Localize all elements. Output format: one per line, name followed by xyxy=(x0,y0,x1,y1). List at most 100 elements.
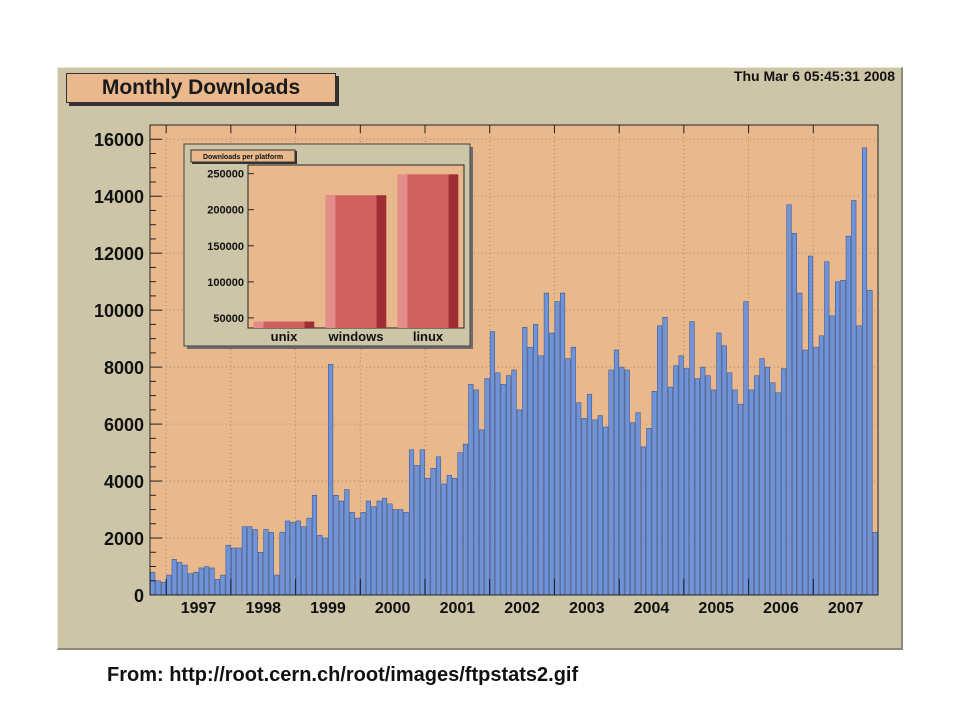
bar xyxy=(214,579,220,596)
bar xyxy=(268,532,274,596)
bar xyxy=(209,567,215,596)
bar xyxy=(231,547,237,596)
inset-x-tick-label: windows xyxy=(328,329,384,344)
bar xyxy=(355,517,361,596)
bar xyxy=(608,369,614,596)
inset-bar xyxy=(325,195,387,328)
bar xyxy=(495,372,501,596)
chart-title: Monthly Downloads xyxy=(66,73,336,103)
y-tick-label: 8000 xyxy=(104,358,144,378)
bar xyxy=(705,375,711,596)
bar xyxy=(764,366,770,596)
bar xyxy=(446,475,452,596)
bar xyxy=(802,349,808,596)
bar xyxy=(274,574,280,596)
bar xyxy=(258,552,264,596)
bar xyxy=(252,529,258,596)
bar xyxy=(425,477,431,596)
bar xyxy=(187,573,193,596)
inset-bar-shade xyxy=(304,321,315,328)
bar xyxy=(576,402,582,596)
bar xyxy=(543,292,549,596)
y-tick-label: 2000 xyxy=(104,529,144,549)
bar xyxy=(241,526,247,596)
bar xyxy=(414,465,420,596)
y-tick-label: 10000 xyxy=(94,301,144,321)
bar xyxy=(759,358,765,596)
bar xyxy=(160,581,167,596)
bar xyxy=(818,335,824,596)
bar xyxy=(527,346,533,596)
bar xyxy=(791,232,797,596)
bar xyxy=(624,369,630,596)
bar xyxy=(177,561,183,596)
inset-bar xyxy=(397,174,459,328)
bar xyxy=(344,489,350,596)
bar xyxy=(349,512,355,596)
inset-bar-shade xyxy=(448,174,459,328)
bar xyxy=(150,571,156,596)
bar xyxy=(333,495,339,596)
y-tick-label: 14000 xyxy=(94,187,144,207)
bar xyxy=(522,326,528,596)
bar xyxy=(204,566,210,596)
bar xyxy=(387,503,393,596)
bar xyxy=(651,391,657,596)
bar xyxy=(371,506,377,596)
bar xyxy=(673,365,679,596)
bar xyxy=(613,349,619,596)
bar xyxy=(770,382,776,596)
bar xyxy=(872,532,878,596)
bar xyxy=(559,292,566,596)
bar xyxy=(840,279,846,596)
bar xyxy=(835,281,841,596)
bar xyxy=(403,512,409,596)
bar xyxy=(748,389,754,596)
bar xyxy=(570,346,576,596)
bar xyxy=(279,532,285,596)
bar xyxy=(263,529,269,596)
bar xyxy=(452,477,458,596)
bar xyxy=(382,497,388,596)
bar xyxy=(328,364,334,596)
bar xyxy=(306,517,312,596)
x-tick-label: 1997 xyxy=(181,600,217,617)
bar xyxy=(182,564,188,596)
bar xyxy=(710,389,717,596)
inset-x-tick-label: linux xyxy=(413,329,444,344)
bar xyxy=(554,301,560,596)
bar xyxy=(549,332,555,596)
bar xyxy=(468,383,474,596)
bar xyxy=(338,500,344,596)
bar xyxy=(462,443,469,596)
bar xyxy=(317,534,323,596)
x-tick-label: 2006 xyxy=(763,600,799,617)
bar xyxy=(635,412,641,596)
bar xyxy=(851,200,857,596)
x-tick-label: 1999 xyxy=(310,600,346,617)
bar xyxy=(430,467,436,596)
bar xyxy=(295,520,301,596)
bar xyxy=(435,456,442,596)
bar xyxy=(511,369,517,596)
bar xyxy=(365,500,371,596)
bar xyxy=(408,449,415,596)
bar xyxy=(533,324,539,596)
bar xyxy=(781,368,787,596)
bar xyxy=(441,483,447,596)
bar xyxy=(689,321,695,596)
bar xyxy=(861,147,868,596)
y-tick-label: 12000 xyxy=(94,244,144,264)
bar xyxy=(484,378,490,596)
y-tick-label: 0 xyxy=(134,586,144,606)
x-tick-label: 2003 xyxy=(569,600,605,617)
inset-y-tick-label: 50000 xyxy=(213,313,244,325)
bar xyxy=(220,574,226,596)
bar xyxy=(500,383,506,596)
bar xyxy=(301,526,307,596)
x-tick-label: 2004 xyxy=(634,600,670,617)
bar xyxy=(797,292,803,596)
bar xyxy=(479,429,485,596)
bar xyxy=(284,520,291,596)
